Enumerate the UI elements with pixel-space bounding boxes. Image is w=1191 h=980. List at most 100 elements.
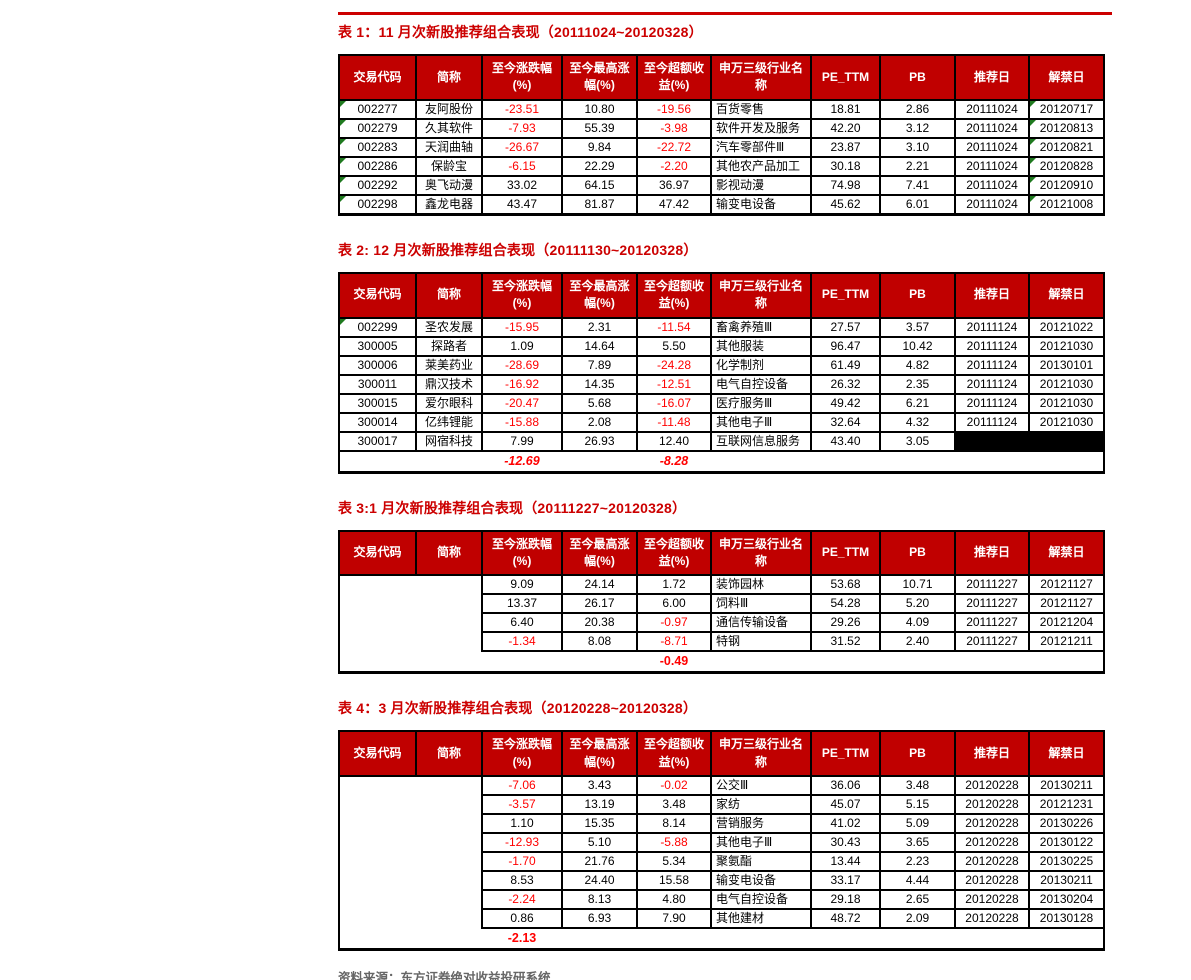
column-header-code: 交易代码 [338, 529, 417, 577]
summary-row: -12.69 -8.28 [339, 451, 1104, 473]
summary-cell: -0.49 [659, 654, 689, 669]
column-header-industry: 申万三级行业名 称 [710, 54, 812, 101]
summary-cell [955, 651, 1029, 673]
table-cell: 20120228 [954, 832, 1030, 854]
table-cell: 鑫龙电器 [415, 193, 483, 216]
table-cell [339, 814, 416, 833]
column-header-name: 简称 [415, 529, 483, 577]
table-cell: 久其软件 [415, 117, 483, 139]
table-row: -1.70 21.76 5.34 聚氨酯 13.44 2.23 20120228 201302… [339, 851, 1105, 873]
table-cell: 汽车零部件Ⅲ [710, 136, 812, 158]
table-cell: 其他服装 [710, 335, 812, 357]
table2: 交易代码 简称 至今涨跌幅 (%) 至今最高涨 幅(%) 至今超额收 益(%) … [338, 271, 1105, 474]
table-cell: 4.80 [636, 889, 712, 911]
table-cell: 20111024 [954, 98, 1030, 120]
table-row: 300017 网宿科技 7.99 26.93 12.40 互联网信息服务 43.40 3.05 [338, 430, 1105, 452]
table-cell: 网宿科技 [415, 430, 483, 452]
column-header-unlock-date: 解禁日 [1028, 271, 1105, 319]
table2-body: 002299 圣农发展 -15.95 2.31 -11.54 畜禽养殖Ⅲ 27.57 3.57… [338, 316, 1105, 473]
column-header-pe: PE_TTM [810, 529, 881, 577]
table-cell: -7.93 [481, 117, 563, 139]
column-header-name: 简称 [415, 730, 483, 778]
table-cell: -2.20 [636, 155, 712, 177]
table-cell: 20120228 [954, 851, 1030, 873]
table-cell: 8.13 [561, 889, 638, 911]
summary-cell [637, 928, 711, 950]
table4-header: 交易代码 简称 至今涨跌幅 (%) 至今最高涨 幅(%) 至今超额收 益(%) … [338, 730, 1105, 778]
table1-section: 表 1：11 月次新股推荐组合表现（20111024~20120328） 交易代… [338, 22, 1112, 216]
table-cell: 20120813 [1028, 117, 1105, 139]
table-cell: 18.81 [810, 98, 881, 120]
table-cell: 20111124 [954, 373, 1030, 395]
table-cell: 奥飞动漫 [415, 174, 483, 196]
table-cell: 002283 [338, 136, 417, 158]
excel-flag-triangle-icon [341, 158, 346, 164]
table-cell: 20111227 [954, 612, 1030, 634]
excel-flag-triangle-icon [341, 101, 346, 107]
table-cell: -12.51 [636, 373, 712, 395]
table-cell: 7.99 [481, 430, 563, 452]
table-cell: 鼎汉技术 [415, 373, 483, 395]
table-cell: 20111227 [954, 574, 1030, 596]
table-cell: 4.44 [879, 870, 956, 892]
table-cell: 圣农发展 [415, 316, 483, 338]
table-cell: 20121231 [1028, 794, 1105, 816]
table3-header: 交易代码 简称 至今涨跌幅 (%) 至今最高涨 幅(%) 至今超额收 益(%) … [338, 529, 1105, 577]
table3-body: 9.09 24.14 1.72 装饰园林 53.68 10.71 20111227 20121… [339, 574, 1105, 673]
table-cell: 300005 [338, 335, 417, 357]
table-cell: 20121008 [1028, 193, 1105, 216]
table-cell [339, 890, 416, 909]
table-cell: 7.90 [636, 908, 712, 930]
table-cell: 2.40 [879, 631, 956, 653]
table-cell: 36.97 [636, 174, 712, 196]
table-cell [339, 575, 416, 594]
table-row: -1.34 8.08 -8.71 特钢 31.52 2.40 20111227 2012121… [339, 631, 1105, 653]
table-cell: 55.39 [561, 117, 638, 139]
table-cell: 20121030 [1028, 392, 1105, 414]
excel-flag-triangle-icon [341, 120, 346, 126]
table-cell: -6.15 [481, 155, 563, 177]
table-cell [339, 909, 416, 928]
table-cell: 29.26 [810, 612, 881, 634]
column-header-rec-date: 推荐日 [954, 529, 1030, 577]
column-header-code: 交易代码 [338, 54, 417, 101]
table-cell: 4.32 [879, 411, 956, 433]
table-cell: -20.47 [481, 392, 563, 414]
table-cell: 8.53 [481, 870, 563, 892]
table-row: 002283 天润曲轴 -26.67 9.84 -22.72 汽车零部件Ⅲ 23.87 3.1… [338, 136, 1105, 158]
column-header-excess: 至今超额收 益(%) [636, 529, 712, 577]
table-row: 6.40 20.38 -0.97 通信传输设备 29.26 4.09 20111227 201… [339, 612, 1105, 634]
column-header-pe: PE_TTM [810, 54, 881, 101]
table-cell: 20120228 [954, 794, 1030, 816]
table-cell [416, 594, 482, 613]
column-header-rec-date: 推荐日 [954, 730, 1030, 778]
excel-flag-triangle-icon [341, 319, 346, 325]
table-cell: 20121030 [1028, 373, 1105, 395]
table-row: 002298 鑫龙电器 43.47 81.87 47.42 输变电设备 45.62 6.01 2… [338, 193, 1105, 216]
column-header-pb: PB [879, 529, 956, 577]
table-cell: 医疗服务Ⅲ [710, 392, 812, 414]
table-cell: 20130122 [1028, 832, 1105, 854]
table-cell [416, 795, 482, 814]
table-cell: 300006 [338, 354, 417, 376]
table-cell: 300014 [338, 411, 417, 433]
table-cell: 20120228 [954, 870, 1030, 892]
table-cell [416, 575, 482, 594]
table-cell: 6.40 [481, 612, 563, 634]
table-cell: 36.06 [810, 775, 881, 797]
column-header-name: 简称 [415, 271, 483, 319]
column-header-max-gain: 至今最高涨 幅(%) [561, 529, 638, 577]
table-cell [339, 795, 416, 814]
table-cell: 002299 [338, 316, 417, 338]
table-cell: 20121030 [1028, 411, 1105, 433]
table-cell [339, 833, 416, 852]
column-header-unlock-date: 解禁日 [1028, 730, 1105, 778]
header-row: 交易代码 简称 至今涨跌幅 (%) 至今最高涨 幅(%) 至今超额收 益(%) … [338, 730, 1105, 778]
table-cell: 49.42 [810, 392, 881, 414]
summary-cell [880, 451, 955, 473]
table-cell: 畜禽养殖Ⅲ [710, 316, 812, 338]
table-cell: -26.67 [481, 136, 563, 158]
table-cell: 13.37 [481, 593, 563, 615]
table-cell: 21.76 [561, 851, 638, 873]
table-cell: 爱尔眼科 [415, 392, 483, 414]
